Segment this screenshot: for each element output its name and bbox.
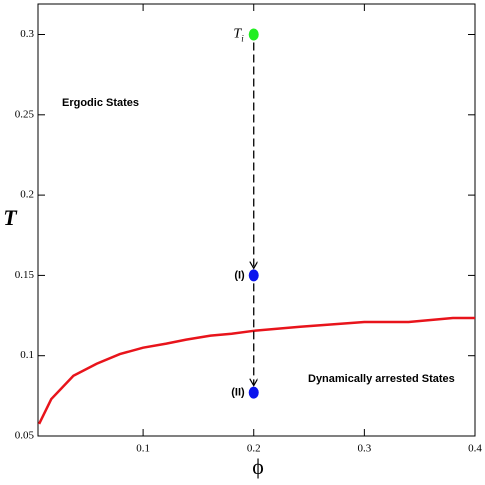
x-tick-label: 0.1	[136, 443, 150, 455]
point-label: (II)	[231, 387, 245, 399]
y-tick-label: 0.2	[20, 189, 34, 201]
line	[37, 316, 475, 425]
annotation: Dynamically arrested States	[308, 373, 455, 385]
y-tick-label: 0.25	[15, 108, 35, 120]
point-label-sub: i	[241, 34, 244, 44]
y-axis-label: T	[3, 205, 18, 230]
point	[248, 269, 259, 282]
point-label: Ti	[233, 27, 244, 44]
y-tick-label: 0.05	[15, 430, 35, 442]
point-label: (I)	[234, 269, 245, 281]
annotation: Ergodic States	[62, 97, 139, 109]
x-axis-label: ϕ	[252, 454, 264, 479]
x-tick-label: 0.3	[357, 443, 371, 455]
point-label: T	[233, 27, 242, 42]
point	[248, 28, 259, 41]
point	[248, 386, 259, 399]
y-tick-label: 0.3	[20, 28, 34, 40]
plot-frame	[37, 3, 476, 437]
y-tick-label: 0.1	[20, 349, 34, 361]
y-tick-label: 0.15	[15, 269, 35, 281]
x-tick-label: 0.4	[468, 443, 482, 455]
x-tick-label: 0.2	[247, 443, 261, 455]
